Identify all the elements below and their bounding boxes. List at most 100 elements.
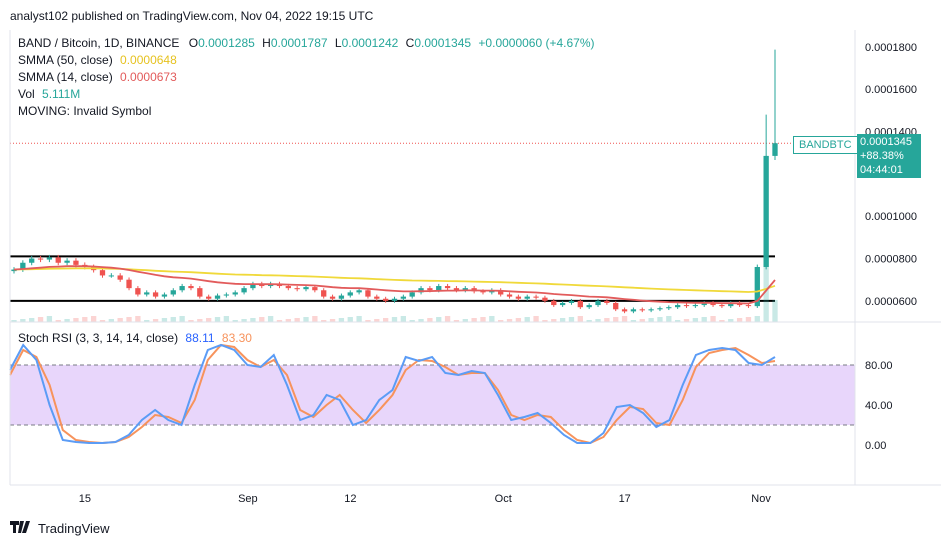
candle-body [55,257,61,263]
smma50-value: 0.0000648 [120,53,177,67]
candle-body [630,309,637,312]
candle-body [524,296,530,299]
volume-bar [666,316,672,322]
candle-body [409,292,415,297]
volume-bar [223,316,230,322]
candle-body [621,309,628,312]
volume-bar [55,320,61,322]
candle-body [329,296,336,299]
stoch-d-line [9,343,776,445]
volume-value: 5.111M [42,87,81,101]
volume-bar [683,319,690,322]
price-tick-label: 0.0000600 [865,296,917,308]
volume-bar [453,320,460,322]
volume-bar [754,316,760,322]
high-label: H [262,36,271,50]
volume-bar [621,316,628,322]
time-tick-label: 17 [619,493,631,505]
candle-body [285,286,291,289]
volume-bar [657,317,663,322]
smma50-line [13,267,776,293]
candle-body [29,258,35,263]
candle-body [657,308,663,310]
candle-body [73,260,79,265]
candle-body [710,302,716,306]
volume-legend: Vol 5.111M [18,87,80,101]
volume-bar [303,317,309,322]
low-label: L [334,36,342,50]
candle-body [542,297,548,301]
volume-bar [29,318,35,322]
candle-body [382,298,389,301]
candle-body [347,292,353,296]
volume-bar [285,319,291,322]
candle-body [391,298,398,301]
price-tick-label: 0.0001800 [865,42,917,54]
volume-bar [692,318,699,322]
symbol-badge: BANDBTC [793,136,858,154]
candle-body [533,296,539,298]
volume-bar [524,317,530,322]
ohlc-legend: BAND / Bitcoin, 1D, BINANCE O0.0001285 H… [18,36,595,50]
candle-body [754,266,760,307]
volume-bar [551,319,557,322]
candle-body [506,294,513,297]
candle-body [20,262,26,270]
candle-body [294,288,300,290]
badge-change: +88.38% [860,150,904,162]
price-tick-label: 0.0001000 [865,211,917,223]
smma14-label: SMMA (14, close) [18,70,113,84]
stoch-k-line [9,343,776,444]
volume-bar [772,300,778,322]
volume-bar [506,319,513,322]
stoch-rsi-legend: Stoch RSI (3, 3, 14, 14, close) 88.11 83… [18,331,252,345]
volume-bar [152,319,159,322]
candle-body [179,286,185,291]
candle-body [400,296,407,299]
volume-bar [259,317,265,322]
price-tick-label: 0.0000800 [865,254,917,266]
volume-bar [409,320,415,322]
volume-label: Vol [18,87,35,101]
stoch-d-value: 83.30 [221,331,252,345]
volume-bar [46,316,53,322]
volume-bar [321,320,327,322]
candle-body [577,300,583,308]
volume-bar [675,320,681,322]
volume-bar [144,320,150,322]
volume-bar [515,318,522,322]
volume-bar [276,320,283,322]
candle-body [745,305,752,307]
volume-bar [462,319,468,322]
candle-body [763,155,769,267]
candle-body [108,275,114,277]
candle-body [241,288,247,293]
tradingview-footer[interactable]: TradingView [10,520,110,536]
open-value: 0.0001285 [198,36,255,50]
candle-body [321,290,327,297]
volume-bar [604,318,610,322]
symbol-label: BAND / Bitcoin, 1D, BINANCE [18,36,180,50]
candle-body [604,300,610,303]
candle-body [418,288,424,293]
smma14-legend: SMMA (14, close) 0.0000673 [18,70,177,84]
volume-bar [736,318,743,322]
volume-bar [418,319,424,322]
volume-bar [135,316,141,322]
candle-body [223,294,230,296]
volume-bar [188,320,194,322]
publisher-bar: analyst102 published on TradingView.com,… [0,0,941,30]
candle-body [568,300,575,303]
candle-body [206,296,212,299]
publisher-text: analyst102 published on TradingView.com,… [10,9,374,23]
volume-bar [436,317,442,322]
candle-body [515,296,522,299]
volume-bar [533,316,539,322]
candle-body [338,295,345,299]
volume-bar [444,316,451,322]
badge-price: 0.0001345 [860,136,912,148]
candle-body [728,302,734,307]
candle-body [595,300,601,306]
volume-bar [382,318,389,322]
